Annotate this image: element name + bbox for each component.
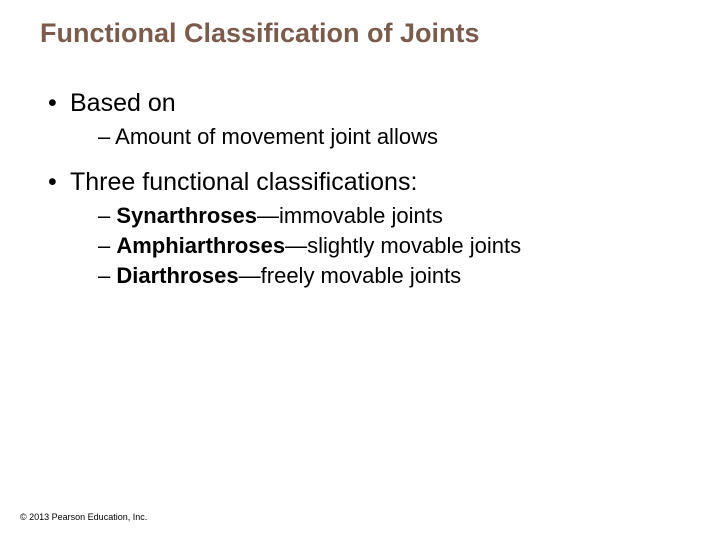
term-definition: —slightly movable joints [285, 233, 521, 258]
bullet-level1-text: Three functional classifications: [70, 168, 417, 196]
bullet-dot-icon: • [48, 168, 70, 197]
bullet-level2-text: Amount of movement joint allows [115, 124, 438, 149]
bullet-dot-icon: • [48, 89, 70, 118]
bullet-level1: •Based on [48, 89, 680, 118]
bullet-level2: – Amphiarthroses—slightly movable joints [98, 233, 680, 259]
term-definition: —freely movable joints [239, 263, 462, 288]
term-definition: —immovable joints [257, 203, 443, 228]
bullet-level1-text: Based on [70, 89, 176, 117]
bullet-level1: •Three functional classifications: [48, 168, 680, 197]
copyright-text: © 2013 Pearson Education, Inc. [20, 512, 147, 522]
bullet-level2: – Diarthroses—freely movable joints [98, 263, 680, 289]
bullet-level2: – Amount of movement joint allows [98, 124, 680, 150]
slide: Functional Classification of Joints •Bas… [0, 0, 720, 540]
dash-icon: – [98, 203, 116, 228]
spacer [40, 160, 680, 168]
term-bold: Synarthroses [116, 203, 257, 228]
dash-icon: – [98, 233, 116, 258]
term-bold: Amphiarthroses [116, 233, 285, 258]
spacer [40, 293, 680, 301]
term-bold: Diarthroses [116, 263, 238, 288]
dash-icon: – [98, 263, 116, 288]
slide-title: Functional Classification of Joints [40, 18, 680, 49]
bullet-level2: – Synarthroses—immovable joints [98, 203, 680, 229]
slide-body: •Based on– Amount of movement joint allo… [40, 89, 680, 301]
dash-icon: – [98, 124, 115, 149]
